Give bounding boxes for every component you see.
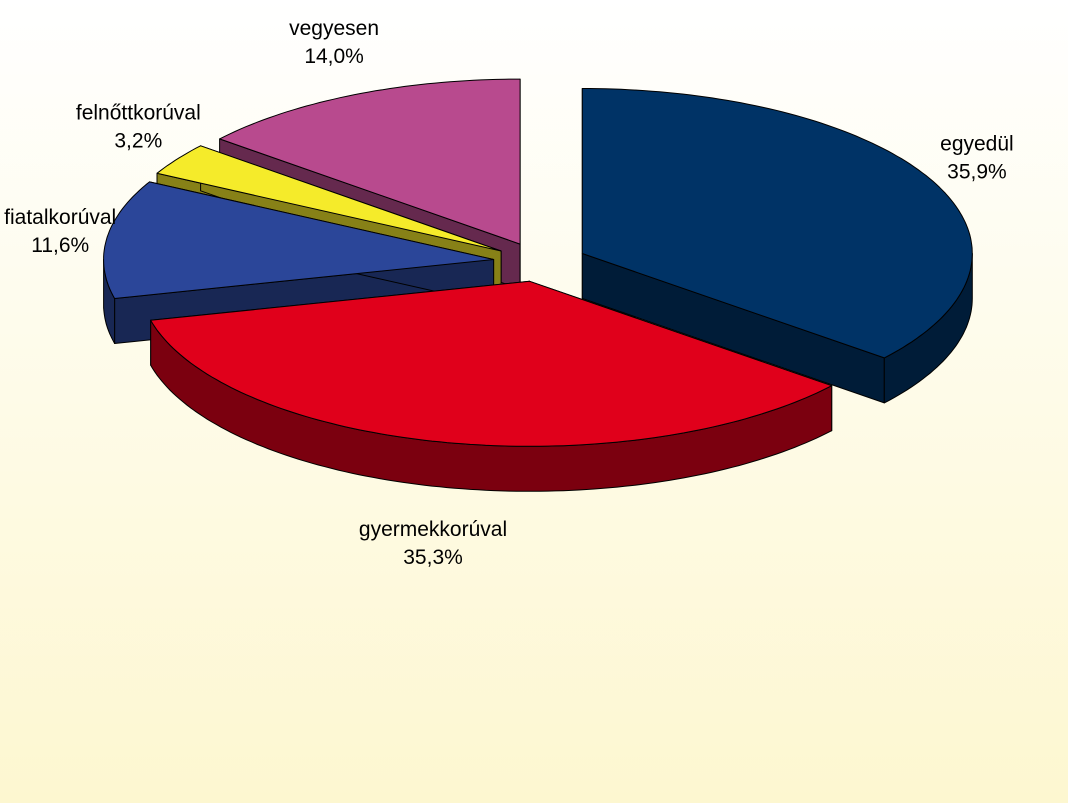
pie [103, 78, 973, 492]
slice-label: egyedül [940, 133, 1014, 156]
value-label: 14,0% [304, 45, 364, 68]
labels: egyedül 35,9% gyermekkorúval 35,3% fiatalkor… [4, 17, 1014, 569]
value-label: 3,2% [114, 129, 162, 152]
slice-label: gyermekkorúval [359, 518, 507, 541]
slice-label: vegyesen [289, 17, 379, 40]
slice [156, 145, 502, 252]
slice [581, 88, 973, 359]
slice-label: felnőttkorúval [76, 101, 201, 124]
value-label: 11,6% [31, 234, 89, 257]
slice [219, 78, 521, 245]
slice [150, 280, 833, 447]
value-label: 35,3% [403, 546, 463, 569]
slice-label: fiatalkorúval [4, 206, 116, 229]
slice [103, 181, 495, 299]
value-label: 35,9% [947, 161, 1007, 184]
